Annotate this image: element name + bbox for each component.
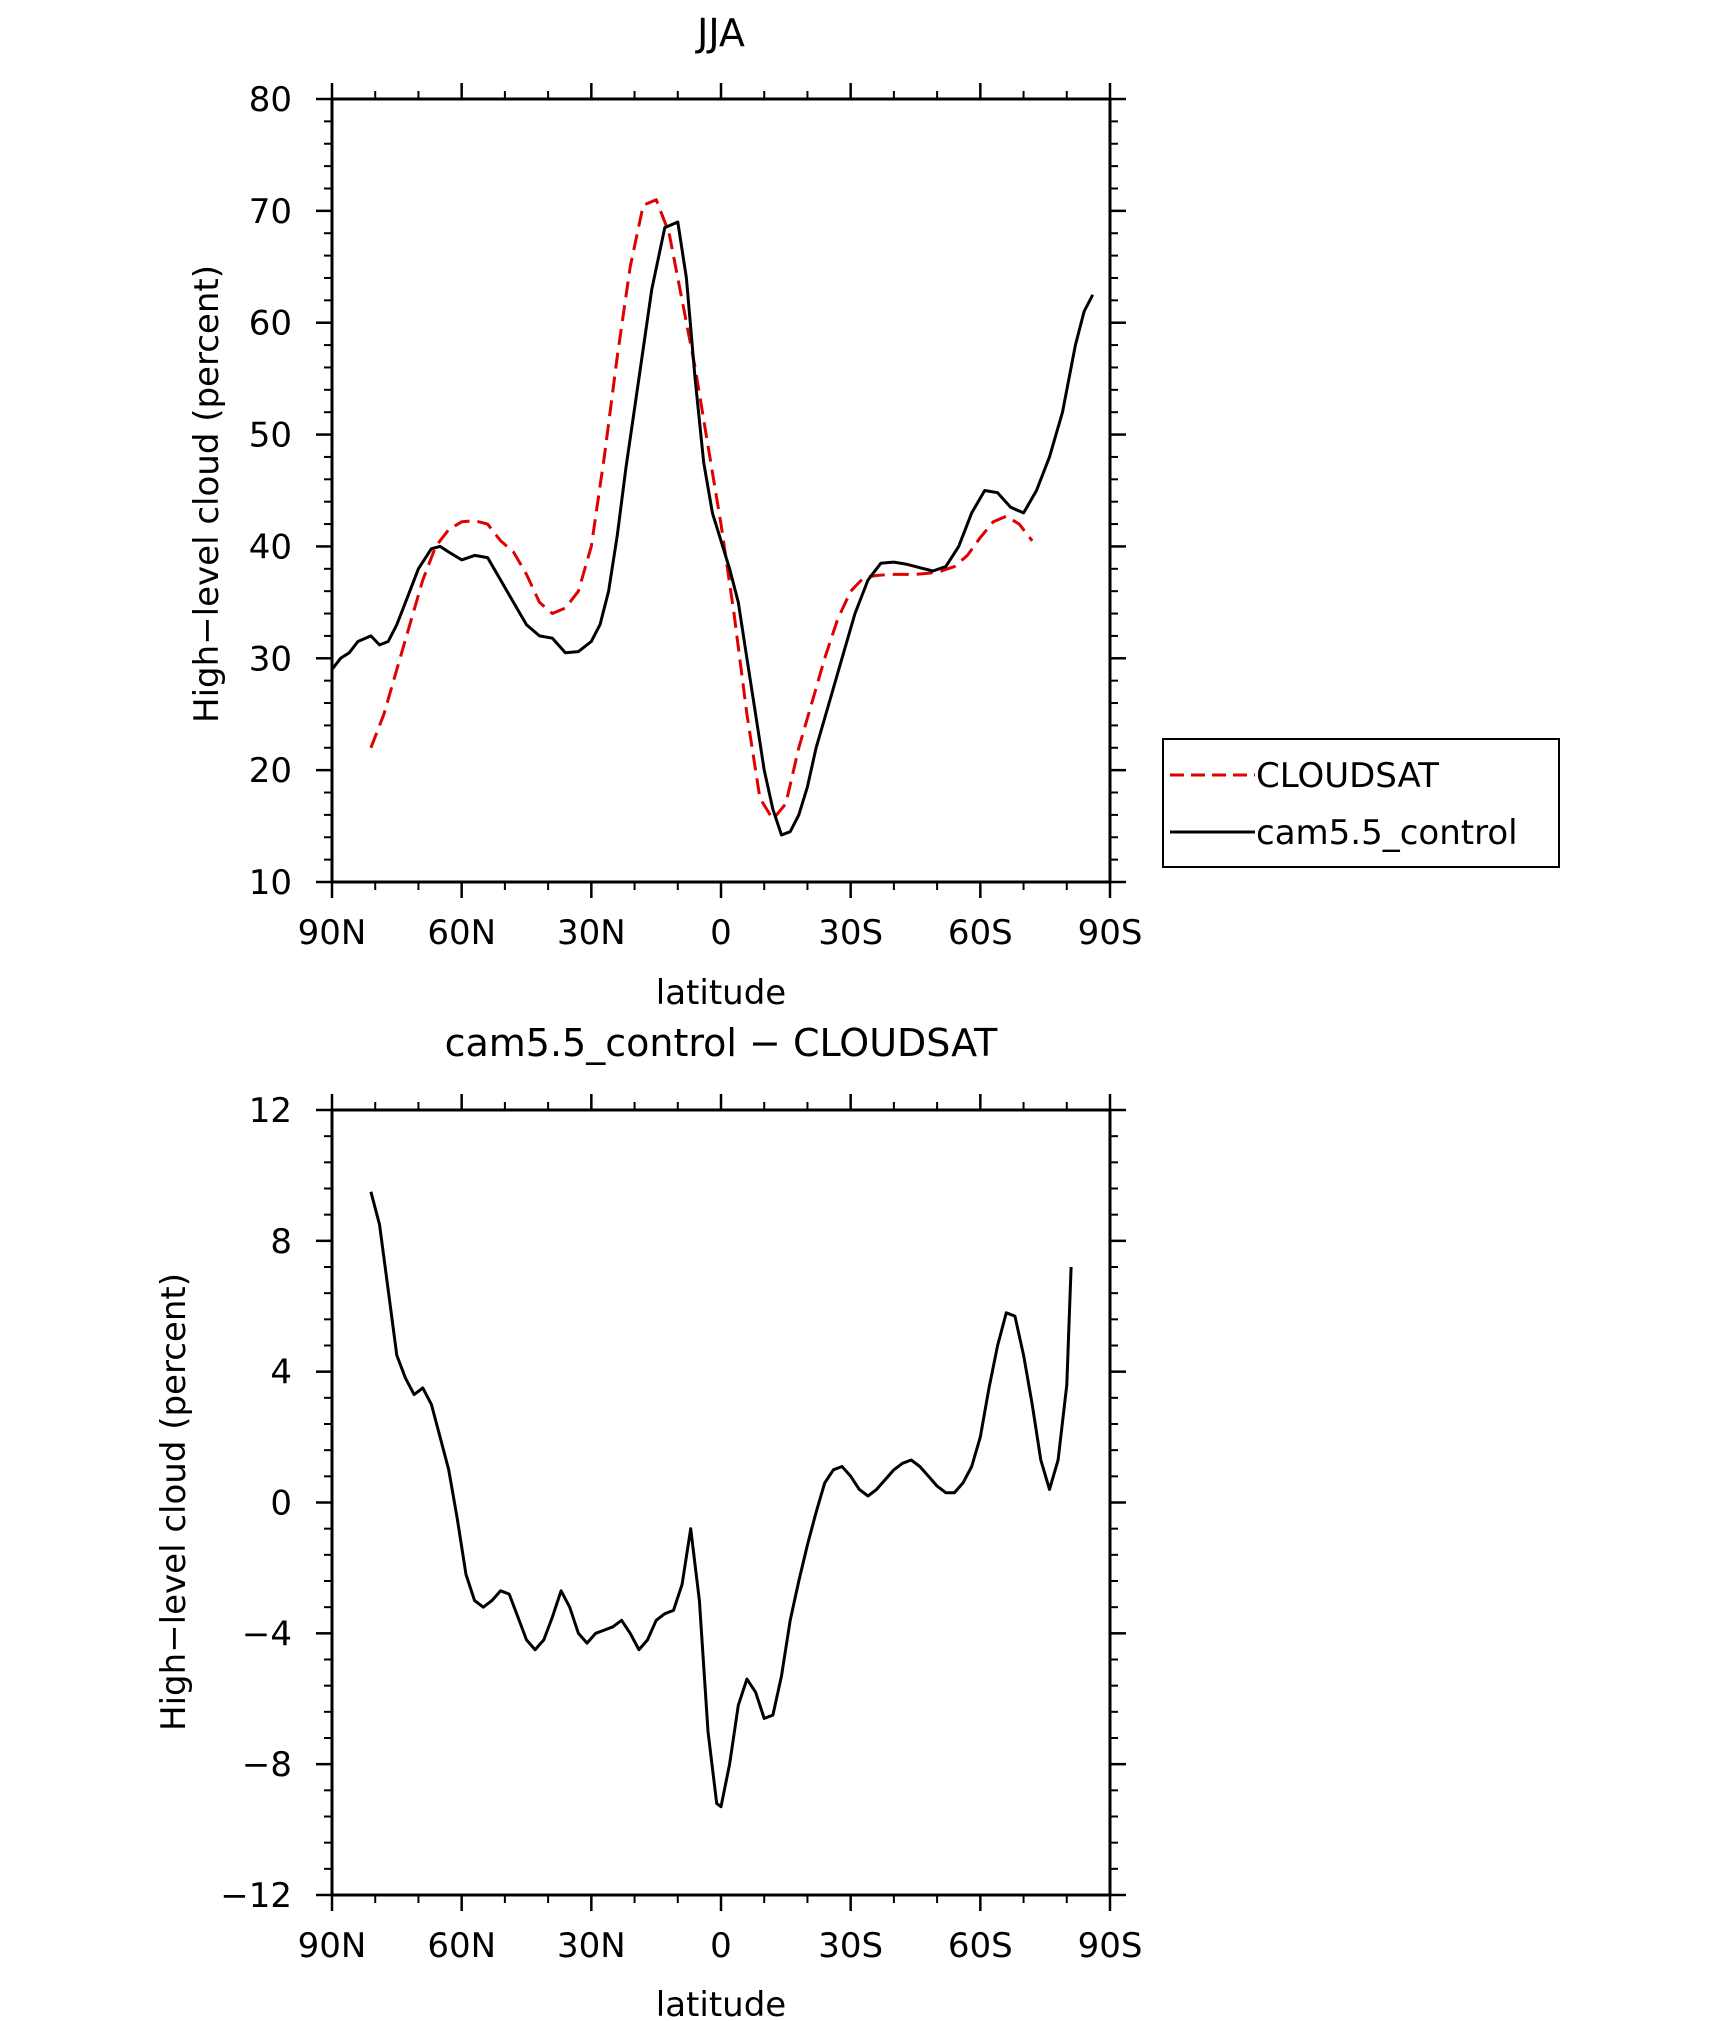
y-tick-label: 60 — [249, 304, 292, 344]
y-axis-label: High−level cloud (percent) — [187, 265, 227, 723]
y-tick-label: 4 — [270, 1353, 292, 1393]
x-tick-label: 30S — [818, 913, 883, 953]
y-tick-label: 8 — [270, 1222, 292, 1262]
y-tick-label: 80 — [249, 80, 292, 120]
y-axis-label: High−level cloud (percent) — [154, 1273, 194, 1731]
panel-bottom-difference: cam5.5_control − CLOUDSAT latitude High−… — [154, 1021, 1142, 2021]
y-tick-label: 20 — [249, 751, 292, 791]
legend-label-cloudsat: CLOUDSAT — [1256, 756, 1439, 796]
x-tick-label: 90S — [1078, 1926, 1143, 1966]
x-tick-label: 30N — [557, 1926, 626, 1966]
plot-frame — [330, 1108, 1112, 1897]
x-tick-label: 60N — [427, 913, 496, 953]
chart-title: JJA — [695, 11, 745, 55]
y-tick-label: 70 — [249, 192, 292, 232]
y-tick-label: −12 — [220, 1876, 292, 1916]
x-axis-label: latitude — [656, 973, 786, 1013]
legend: CLOUDSAT cam5.5_control — [1162, 738, 1560, 868]
y-tick-label: 10 — [249, 863, 292, 903]
tick-layer: 90N 60N 30N 0 30S 60S 90S 10 20 30 40 50 60 70 80 — [249, 80, 1143, 953]
panel-top-jja: JJA latitude High−level cloud (percent) … — [187, 11, 1560, 1013]
series-line-cloudsat — [369, 198, 1034, 821]
x-tick-label: 60S — [948, 1926, 1013, 1966]
x-axis-label: latitude — [656, 1985, 786, 2021]
x-tick-label: 30N — [557, 913, 626, 953]
y-tick-label: 50 — [249, 416, 292, 456]
y-tick-label: 30 — [249, 639, 292, 679]
x-tick-label: 60S — [948, 913, 1013, 953]
y-tick-label: 40 — [249, 527, 292, 567]
series-layer — [330, 198, 1095, 837]
y-tick-label: 12 — [249, 1091, 292, 1131]
legend-label-model: cam5.5_control — [1256, 813, 1518, 853]
x-tick-label: 90N — [298, 913, 367, 953]
y-tick-label: −4 — [242, 1614, 292, 1654]
y-tick-label: −8 — [242, 1745, 292, 1785]
legend-box — [1162, 738, 1560, 868]
chart-title: cam5.5_control − CLOUDSAT — [445, 1021, 999, 1065]
x-tick-label: 0 — [710, 913, 732, 953]
x-tick-label: 30S — [818, 1926, 883, 1966]
x-tick-label: 0 — [710, 1926, 732, 1966]
series-layer — [369, 1191, 1073, 1809]
series-line-cam5-5-control — [330, 220, 1095, 837]
plot-frame — [330, 97, 1112, 884]
x-tick-label: 90N — [298, 1926, 367, 1966]
series-line-difference — [369, 1191, 1073, 1809]
y-tick-label: 0 — [270, 1484, 292, 1524]
x-tick-label: 60N — [427, 1926, 496, 1966]
tick-layer: 90N 60N 30N 0 30S 60S 90S −12 −8 −4 0 4 8 12 — [220, 1091, 1142, 1966]
x-tick-label: 90S — [1078, 913, 1143, 953]
